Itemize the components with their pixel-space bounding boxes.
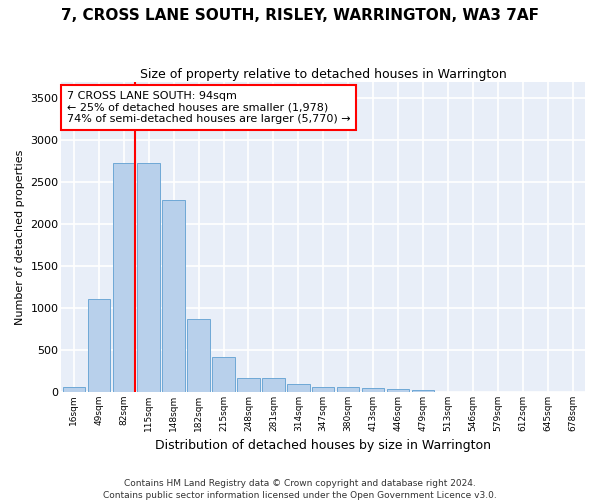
Bar (412, 390, 434, 392)
Bar (212, 357, 235, 392)
Bar (163, 200, 185, 392)
Bar (387, 390, 409, 392)
Bar (262, 378, 284, 392)
Text: 7, CROSS LANE SOUTH, RISLEY, WARRINGTON, WA3 7AF: 7, CROSS LANE SOUTH, RISLEY, WARRINGTON,… (61, 8, 539, 22)
Bar (88, 300, 110, 392)
Bar (287, 384, 310, 392)
Text: Contains HM Land Registry data © Crown copyright and database right 2024.
Contai: Contains HM Land Registry data © Crown c… (103, 478, 497, 500)
Bar (312, 387, 334, 392)
Text: 7 CROSS LANE SOUTH: 94sqm
← 25% of detached houses are smaller (1,978)
74% of se: 7 CROSS LANE SOUTH: 94sqm ← 25% of detac… (67, 91, 350, 124)
Bar (362, 388, 385, 392)
Bar (187, 319, 210, 392)
Bar (113, 163, 135, 392)
X-axis label: Distribution of detached houses by size in Warrington: Distribution of detached houses by size … (155, 440, 491, 452)
Title: Size of property relative to detached houses in Warrington: Size of property relative to detached ho… (140, 68, 506, 80)
Y-axis label: Number of detached properties: Number of detached properties (15, 149, 25, 324)
Bar (63, 388, 85, 392)
Bar (137, 163, 160, 392)
Bar (337, 388, 359, 392)
Bar (237, 378, 260, 392)
